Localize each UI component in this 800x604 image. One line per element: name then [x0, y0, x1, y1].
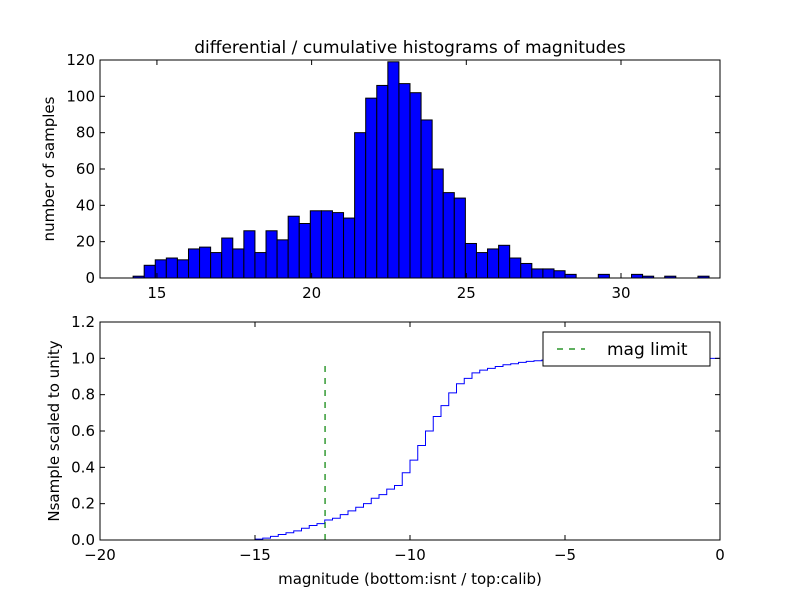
histogram-bar [276, 239, 289, 279]
histogram-bar [254, 252, 267, 279]
bottom-xtick-label: −5 [554, 546, 576, 564]
top-ytick-label: 0 [85, 269, 95, 287]
bottom-xtick-label: −20 [84, 546, 116, 564]
top-ytick-label: 120 [66, 51, 95, 69]
histogram-bar [542, 268, 555, 279]
top-histogram-axes: 15 20 25 30 0 20 40 60 80 100 120 [66, 51, 721, 302]
top-ytick-label: 100 [66, 87, 95, 105]
top-xtick-label: 25 [457, 284, 476, 302]
histogram-bar [564, 273, 577, 279]
histogram-bar [199, 246, 212, 279]
bottom-cumulative-axes: −20 −15 −10 −5 0 0.0 0.2 0.4 0.6 0.8 1.0 1.2 [71, 313, 725, 564]
top-ytick-label: 80 [76, 124, 95, 142]
top-ytick-label: 20 [76, 233, 95, 251]
histogram-bar [553, 270, 566, 279]
histogram-bar [475, 252, 489, 279]
histogram-bar [243, 230, 256, 279]
histogram-bar [298, 223, 311, 279]
histogram-bar [354, 132, 367, 279]
histogram-bar [597, 273, 610, 279]
top-xtick-label: 15 [147, 284, 166, 302]
histogram-bar [309, 210, 322, 279]
histogram-bar [442, 192, 455, 279]
histogram-bar [320, 210, 333, 279]
histogram-bar [343, 217, 356, 279]
histogram-bar [387, 61, 400, 279]
histogram-bar [221, 237, 234, 279]
histogram-bar [453, 197, 466, 279]
chart-title: differential / cumulative histograms of … [194, 38, 626, 58]
histogram-bar [210, 252, 223, 279]
bottom-xtick-label: 0 [715, 546, 725, 564]
histogram-bar [431, 168, 444, 279]
bottom-ytick-label: 1.2 [71, 313, 95, 331]
top-xtick-label: 30 [611, 284, 630, 302]
histogram-bar [331, 212, 345, 279]
histogram-bar [365, 97, 378, 279]
histogram-bar [165, 257, 178, 279]
top-ytick-label: 40 [76, 196, 95, 214]
top-xtick-label: 20 [302, 284, 321, 302]
histogram-bar [509, 257, 522, 279]
bottom-xlabel: magnitude (bottom:isnt / top:calib) [278, 570, 542, 588]
histogram-bar [143, 264, 156, 279]
histogram-bar [420, 119, 433, 279]
bottom-ytick-label: 0.6 [71, 422, 95, 440]
histogram-bar [487, 248, 500, 279]
histogram-bar [520, 262, 533, 279]
legend-mag-limit-label: mag limit [607, 340, 688, 360]
cumulative-step-line [100, 357, 721, 541]
bottom-xtick-label: −15 [239, 546, 271, 564]
bottom-xtick-label: −10 [394, 546, 426, 564]
bottom-ytick-label: 0.8 [71, 386, 95, 404]
histogram-bar [287, 215, 300, 279]
histogram-bar [531, 268, 544, 279]
bottom-ylabel: Nsample scaled to unity [45, 340, 63, 521]
top-ylabel: number of samples [40, 96, 58, 241]
histogram-bar [376, 84, 389, 279]
legend: mag limit [542, 331, 711, 367]
histogram-bar [498, 244, 511, 279]
histogram-bar [232, 248, 245, 279]
bottom-ytick-label: 1.0 [71, 349, 95, 367]
histogram-bar [187, 248, 201, 279]
histogram-bar [464, 242, 477, 279]
histogram-bar [398, 83, 411, 279]
bottom-ytick-label: 0.2 [71, 495, 95, 513]
bottom-ytick-label: 0.4 [71, 458, 95, 476]
histogram-bar [631, 273, 644, 279]
histogram-bar [265, 230, 278, 279]
histogram-bar [176, 259, 189, 279]
histogram-bar [409, 92, 422, 279]
top-ytick-label: 60 [76, 160, 95, 178]
bottom-ytick-label: 0.0 [71, 531, 95, 549]
